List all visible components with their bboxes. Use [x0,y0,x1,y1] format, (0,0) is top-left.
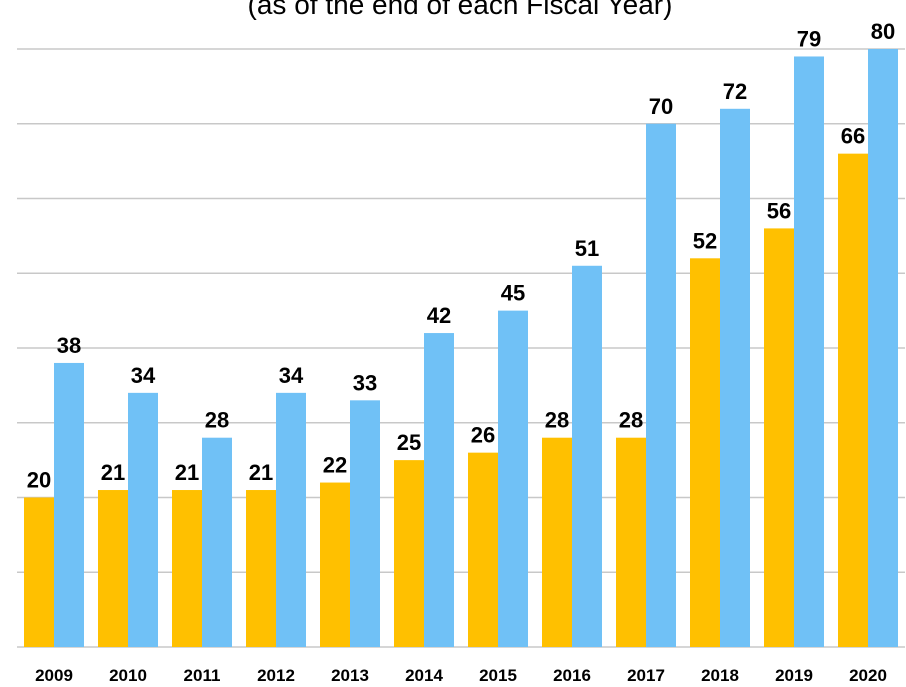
data-label: 21 [175,460,199,485]
data-label: 56 [767,198,791,223]
data-label: 26 [471,423,495,448]
data-label: 20 [27,468,51,493]
data-label: 42 [427,303,451,328]
data-label: 34 [279,363,304,388]
bar [350,400,380,647]
bar [646,123,676,647]
x-tick-label: 2009 [35,666,73,685]
x-tick-label: 2014 [405,666,443,685]
data-label: 45 [501,281,525,306]
bar [128,392,158,647]
bar [838,153,868,647]
bar [394,460,424,647]
bar [616,437,646,647]
data-label: 21 [101,460,125,485]
data-label: 66 [841,124,865,149]
bar [720,108,750,648]
data-label: 28 [205,408,229,433]
data-label: 70 [649,94,673,119]
data-label: 52 [693,228,717,253]
x-tick-label: 2018 [701,666,739,685]
data-label: 80 [871,19,895,44]
bar [868,49,898,647]
data-label: 28 [619,408,643,433]
bar [542,437,572,647]
data-label: 25 [397,430,421,455]
data-label: 28 [545,408,569,433]
bar [572,265,602,647]
bar [794,56,824,648]
bar [24,497,54,647]
x-tick-label: 2011 [184,666,221,685]
bar [764,228,794,647]
bar [424,333,454,647]
bar [276,392,306,647]
chart-subtitle: (as of the end of each Fiscal Year) [248,0,673,20]
data-label: 72 [723,79,747,104]
x-tick-label: 2020 [849,666,887,685]
bar [468,452,498,647]
bar [54,362,84,647]
data-label: 21 [249,460,273,485]
x-tick-label: 2015 [479,666,517,685]
x-tick-label: 2017 [627,666,665,685]
x-tick-label: 2013 [331,666,369,685]
data-label: 34 [131,363,156,388]
x-tick-label: 2016 [553,666,591,685]
bar [172,490,202,647]
data-label: 22 [323,453,347,478]
bar [690,258,720,647]
bar [320,482,350,647]
x-tick-label: 2012 [257,666,295,685]
data-label: 51 [575,236,599,261]
data-label: 79 [797,26,821,51]
x-tick-label: 2010 [109,666,147,685]
bar [498,310,528,647]
data-label: 38 [57,333,81,358]
data-label: 33 [353,370,377,395]
bar [202,437,232,647]
x-tick-label: 2019 [775,666,813,685]
bar [98,490,128,647]
bar [246,490,276,647]
